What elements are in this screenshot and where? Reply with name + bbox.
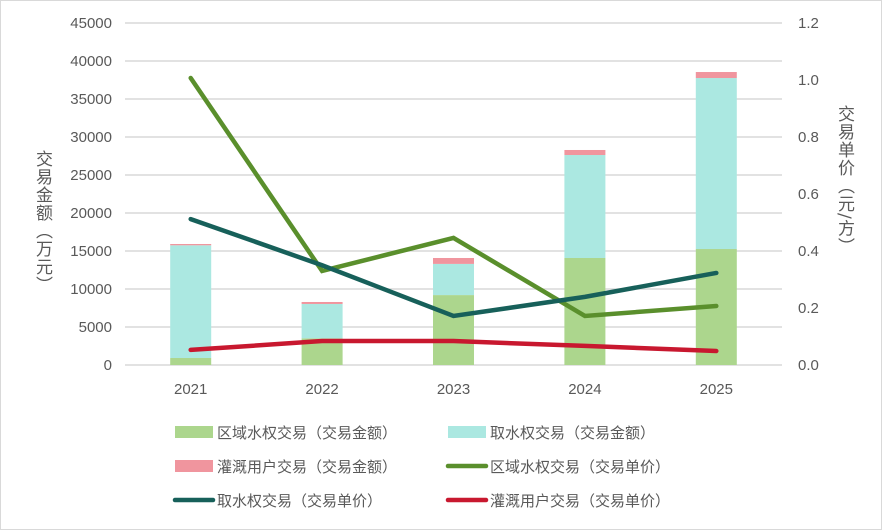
legend-label: 灌溉用户交易（交易金额） xyxy=(217,458,397,476)
left-tick-label: 45000 xyxy=(70,15,112,32)
right-tick-label: 1.0 xyxy=(798,72,819,89)
bar-irrigation-2022 xyxy=(301,301,343,304)
right-tick-label: 0.0 xyxy=(798,357,819,374)
right-tick-label: 0.4 xyxy=(798,243,819,260)
bar-withdrawal-2022 xyxy=(301,303,343,339)
legend-label: 区域水权交易（交易单价） xyxy=(490,458,670,476)
bar-irrigation-2024 xyxy=(564,149,606,156)
left-tick-label: 10000 xyxy=(70,281,112,298)
left-tick-label: 15000 xyxy=(70,243,112,260)
bar-irrigation-2021 xyxy=(170,244,212,246)
left-tick-label: 35000 xyxy=(70,91,112,108)
left-tick-label: 20000 xyxy=(70,205,112,222)
left-tick-label: 40000 xyxy=(70,53,112,70)
right-tick-label: 1.2 xyxy=(798,15,819,32)
bar-withdrawal-2024 xyxy=(564,155,606,258)
x-tick-label: 2024 xyxy=(568,381,601,398)
bar-withdrawal-2021 xyxy=(170,245,212,359)
x-tick-label: 2022 xyxy=(305,381,338,398)
left-tick-label: 0 xyxy=(104,357,112,374)
left-tick-label: 5000 xyxy=(79,319,112,336)
right-tick-label: 0.8 xyxy=(798,129,819,146)
legend-label: 取水权交易（交易金额） xyxy=(490,424,655,442)
left-axis-title: 交易金额（万元） xyxy=(32,150,52,294)
right-axis-title: 交易单价（元/方） xyxy=(834,105,854,256)
left-tick-label: 30000 xyxy=(70,129,112,146)
legend-swatch xyxy=(175,460,213,472)
legend-swatch xyxy=(175,426,213,438)
bar-regional-2021 xyxy=(170,358,212,365)
x-tick-label: 2021 xyxy=(174,381,207,398)
line-irrigation xyxy=(188,338,719,354)
right-tick-label: 0.2 xyxy=(798,300,819,317)
x-tick-label: 2023 xyxy=(437,381,470,398)
legend-label: 取水权交易（交易单价） xyxy=(217,492,382,510)
legend-swatch xyxy=(448,426,486,438)
x-tick-label: 2025 xyxy=(700,381,733,398)
left-tick-label: 25000 xyxy=(70,167,112,184)
legend-label: 灌溉用户交易（交易单价） xyxy=(490,492,670,510)
bar-withdrawal-2025 xyxy=(695,78,737,250)
line-withdrawal xyxy=(188,216,719,319)
legend-label: 区域水权交易（交易金额） xyxy=(217,424,397,442)
bar-regional-2024 xyxy=(564,257,606,365)
right-tick-label: 0.6 xyxy=(798,186,819,203)
bar-irrigation-2025 xyxy=(695,72,737,79)
line-regional xyxy=(188,75,719,319)
bar-regional-2023 xyxy=(433,295,474,365)
bar-irrigation-2023 xyxy=(433,257,474,264)
bar-withdrawal-2023 xyxy=(433,263,474,296)
